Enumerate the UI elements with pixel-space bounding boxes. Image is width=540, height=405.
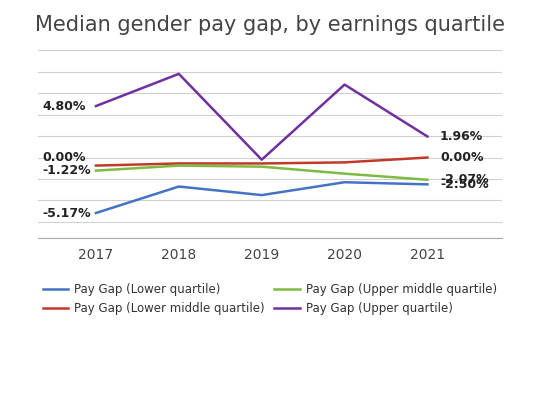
Pay Gap (Lower quartile): [424, 182, 431, 187]
Pay Gap (Upper quartile): [93, 104, 99, 109]
Legend: Pay Gap (Lower quartile), Pay Gap (Lower middle quartile), Pay Gap (Upper middle: Pay Gap (Lower quartile), Pay Gap (Lower…: [38, 279, 502, 320]
Pay Gap (Lower middle quartile): [424, 155, 431, 160]
Text: -2.07%: -2.07%: [440, 173, 489, 186]
Line: Pay Gap (Upper middle quartile): Pay Gap (Upper middle quartile): [96, 166, 428, 180]
Pay Gap (Upper quartile): [424, 134, 431, 139]
Pay Gap (Lower middle quartile): [259, 161, 265, 166]
Pay Gap (Upper middle quartile): [259, 164, 265, 169]
Pay Gap (Lower quartile): [341, 180, 348, 185]
Text: -5.17%: -5.17%: [42, 207, 91, 220]
Pay Gap (Lower quartile): [93, 211, 99, 215]
Pay Gap (Lower middle quartile): [93, 163, 99, 168]
Pay Gap (Upper quartile): [176, 71, 182, 76]
Text: 0.00%: 0.00%: [42, 151, 85, 164]
Line: Pay Gap (Lower quartile): Pay Gap (Lower quartile): [96, 182, 428, 213]
Pay Gap (Lower middle quartile): [176, 161, 182, 166]
Pay Gap (Lower quartile): [259, 193, 265, 198]
Text: -1.22%: -1.22%: [42, 164, 91, 177]
Pay Gap (Lower middle quartile): [341, 160, 348, 165]
Text: 1.96%: 1.96%: [440, 130, 483, 143]
Pay Gap (Upper quartile): [259, 157, 265, 162]
Pay Gap (Upper middle quartile): [341, 171, 348, 176]
Pay Gap (Lower quartile): [176, 184, 182, 189]
Text: 0.00%: 0.00%: [440, 151, 483, 164]
Title: Median gender pay gap, by earnings quartile: Median gender pay gap, by earnings quart…: [35, 15, 505, 35]
Text: -2.50%: -2.50%: [440, 178, 489, 191]
Line: Pay Gap (Lower middle quartile): Pay Gap (Lower middle quartile): [96, 158, 428, 166]
Text: 4.80%: 4.80%: [42, 100, 85, 113]
Pay Gap (Upper quartile): [341, 82, 348, 87]
Pay Gap (Upper middle quartile): [93, 168, 99, 173]
Line: Pay Gap (Upper quartile): Pay Gap (Upper quartile): [96, 74, 428, 160]
Pay Gap (Upper middle quartile): [424, 177, 431, 182]
Pay Gap (Upper middle quartile): [176, 163, 182, 168]
